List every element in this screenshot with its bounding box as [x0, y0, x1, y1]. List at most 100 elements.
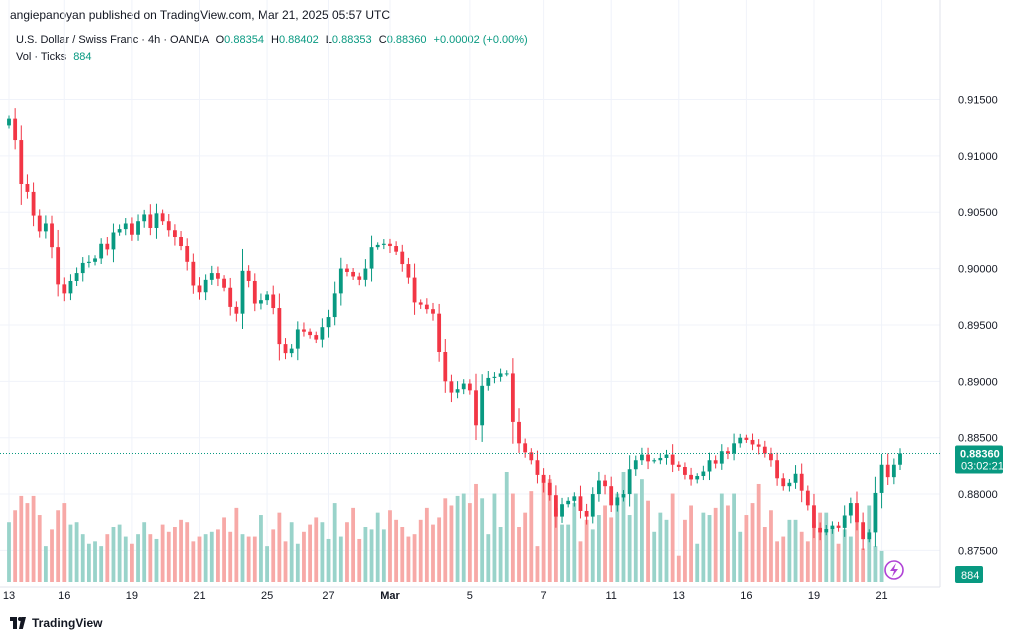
candle: [836, 525, 841, 528]
candle: [873, 492, 878, 533]
y-tick-label: 0.88000: [958, 489, 998, 501]
candle: [295, 329, 300, 349]
candle: [388, 243, 392, 247]
volume-bar: [443, 498, 448, 582]
candle: [683, 467, 687, 475]
candle: [62, 284, 67, 294]
volume-bar: [683, 519, 687, 582]
candle: [277, 308, 282, 345]
volume-bar: [68, 524, 73, 582]
time-axis[interactable]: 13 16 19 21 25 27 Mar 5 7 11 13 16 19 21: [3, 590, 888, 602]
candle: [781, 478, 786, 487]
footer-brand[interactable]: TradingView: [10, 616, 102, 630]
volume-bar: [93, 541, 97, 582]
lightning-icon[interactable]: [884, 560, 904, 580]
volume-bar: [295, 543, 300, 582]
volume-bar: [541, 479, 546, 582]
volume-bar: [547, 479, 552, 582]
candle: [449, 381, 454, 393]
volume-bar: [154, 538, 159, 582]
candle: [603, 480, 607, 487]
volume-bar: [848, 536, 853, 582]
candle: [99, 243, 104, 259]
volume-bar: [621, 472, 626, 582]
candle: [590, 494, 595, 517]
volume-bar: [596, 515, 601, 582]
candle: [707, 460, 712, 472]
candle: [209, 273, 214, 280]
volume-bar: [240, 534, 245, 582]
candle: [234, 306, 239, 314]
candle: [504, 373, 509, 375]
candle: [25, 184, 30, 192]
candle: [326, 317, 331, 328]
volume-bar: [842, 529, 847, 582]
candle: [830, 525, 835, 530]
candle: [799, 473, 804, 491]
candle: [701, 471, 706, 477]
volume-bar: [756, 483, 761, 582]
x-tick-label: 25: [261, 590, 273, 602]
candle: [474, 390, 478, 426]
candle: [664, 454, 669, 458]
candle: [68, 280, 73, 294]
volume-bar: [695, 543, 700, 582]
volume-bar: [652, 531, 657, 582]
volume-bar: [873, 546, 878, 582]
candle: [510, 373, 515, 422]
candle: [37, 215, 42, 232]
x-tick-label: 16: [58, 590, 70, 602]
volume-bar: [142, 522, 147, 582]
volume-bar: [535, 546, 540, 582]
volume-bar: [326, 538, 331, 582]
candle: [289, 348, 294, 354]
candle: [885, 464, 890, 478]
volume-bar: [265, 546, 269, 582]
volume-bar: [492, 493, 497, 582]
candle: [646, 454, 650, 462]
volume-bar: [793, 519, 798, 582]
candle: [560, 504, 564, 517]
volume-bar: [179, 519, 183, 582]
candle: [529, 452, 534, 461]
volume-bar: [701, 512, 706, 582]
candle: [787, 482, 792, 487]
volume-bar: [424, 507, 429, 582]
candle: [314, 335, 319, 340]
volume-bar: [603, 505, 607, 582]
volume-bar: [627, 515, 632, 582]
close-value: 0.88360: [386, 34, 427, 46]
volume-bar: [805, 541, 810, 582]
volume-row: Vol · Ticks 884: [16, 49, 528, 66]
candle: [437, 313, 442, 353]
volume-bar: [381, 529, 386, 582]
candle: [357, 276, 362, 280]
candle: [732, 443, 736, 454]
candle: [713, 460, 718, 464]
candle: [596, 480, 601, 495]
candle: [148, 214, 153, 228]
volume-bar: [56, 510, 61, 582]
volume-bar: [676, 555, 681, 582]
candle: [93, 258, 97, 262]
volume-bar: [498, 527, 503, 582]
candle: [584, 510, 589, 517]
volume-bar: [25, 503, 30, 582]
volume-tag-value: 884: [961, 570, 979, 582]
y-tick-label: 0.90500: [958, 207, 998, 219]
volume-bar: [111, 527, 116, 582]
candle: [517, 421, 521, 444]
volume-bar: [572, 503, 577, 582]
volume-bar: [136, 534, 140, 582]
price-axis[interactable]: 0.91500 0.91000 0.90500 0.90000 0.89500 0.890…: [958, 94, 998, 557]
candle: [867, 532, 872, 540]
candle: [154, 213, 159, 228]
volume-bar: [314, 517, 319, 582]
volume-bar: [879, 550, 884, 582]
volume-bar: [31, 495, 36, 582]
candle: [197, 285, 202, 293]
candle: [861, 522, 866, 540]
candle: [769, 453, 773, 461]
x-tick-label: 27: [322, 590, 334, 602]
